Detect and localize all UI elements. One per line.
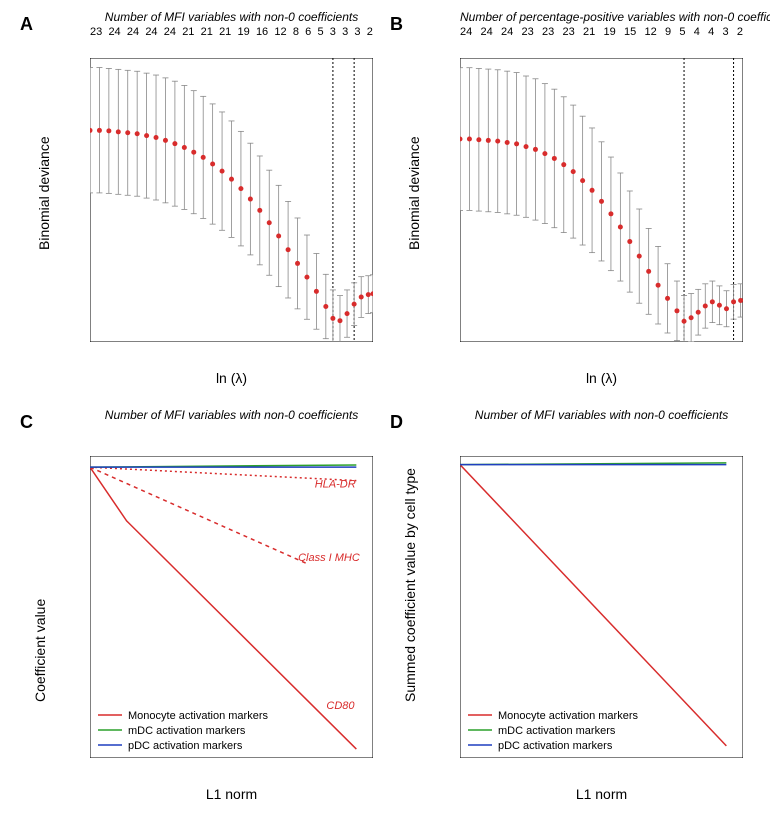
top-tick: 21 — [219, 26, 231, 38]
top-tick: 6 — [305, 26, 311, 38]
panel-d-ylabel: Summed coefficient value by cell type — [402, 468, 418, 702]
panel-a-top-title: Number of MFI variables with non-0 coeff… — [90, 10, 373, 24]
panel-b-label: B — [390, 14, 403, 35]
panel-b-plot: -8-7-6-5-4-3-21.41.51.61.7 — [460, 58, 743, 342]
top-tick: 5 — [317, 26, 323, 38]
svg-text:Class I MHC: Class I MHC — [298, 552, 360, 564]
panel-c-label: C — [20, 412, 33, 433]
top-tick: 23 — [563, 26, 575, 38]
panel-c-ylabel: Coefficient value — [32, 599, 48, 702]
panel-d-plot: 02230.00000.00050.00100.0015-0.0015-0.00… — [460, 456, 743, 758]
svg-text:HLA-DR: HLA-DR — [315, 478, 356, 490]
top-tick: 4 — [708, 26, 714, 38]
svg-text:Monocyte activation markers: Monocyte activation markers — [128, 710, 268, 722]
top-tick: 21 — [182, 26, 194, 38]
top-tick: 24 — [481, 26, 493, 38]
top-tick: 3 — [723, 26, 729, 38]
panel-c: C Number of MFI variables with non-0 coe… — [28, 408, 383, 806]
panel-a: A Number of MFI variables with non-0 coe… — [28, 10, 383, 390]
svg-text:pDC activation markers: pDC activation markers — [128, 740, 243, 752]
top-tick: 2 — [367, 26, 373, 38]
top-tick: 3 — [354, 26, 360, 38]
panel-a-xlabel: ln (λ) — [90, 370, 373, 386]
top-tick: 9 — [665, 26, 671, 38]
panel-b: B Number of percentage-positive variable… — [398, 10, 753, 390]
top-tick: 19 — [238, 26, 250, 38]
top-tick: 21 — [201, 26, 213, 38]
panel-c-plot: 02230.00000.00050.00100.0015-0.0012-0.00… — [90, 456, 373, 758]
panel-b-top-ticks: 24242423232321191512954432 — [460, 26, 743, 38]
top-tick: 12 — [274, 26, 286, 38]
top-tick: 24 — [145, 26, 157, 38]
top-tick: 24 — [108, 26, 120, 38]
top-tick: 8 — [293, 26, 299, 38]
panel-b-xlabel: ln (λ) — [460, 370, 743, 386]
svg-text:mDC activation markers: mDC activation markers — [128, 725, 246, 737]
panel-a-plot: -8-7-6-5-4-3-21.31.41.51.61.71.81.9 — [90, 58, 373, 342]
svg-text:mDC activation markers: mDC activation markers — [498, 725, 616, 737]
top-tick: 2 — [737, 26, 743, 38]
top-tick: 23 — [542, 26, 554, 38]
top-tick: 15 — [624, 26, 636, 38]
top-tick: 24 — [127, 26, 139, 38]
panel-b-ylabel: Binomial deviance — [406, 136, 422, 250]
panel-c-top-title: Number of MFI variables with non-0 coeff… — [90, 408, 373, 422]
svg-text:pDC activation markers: pDC activation markers — [498, 740, 613, 752]
panel-d-top-title: Number of MFI variables with non-0 coeff… — [460, 408, 743, 422]
top-tick: 3 — [330, 26, 336, 38]
panel-a-ylabel: Binomial deviance — [36, 136, 52, 250]
svg-text:CD80: CD80 — [326, 700, 355, 712]
panel-c-xlabel: L1 norm — [90, 786, 373, 802]
top-tick: 23 — [90, 26, 102, 38]
top-tick: 24 — [501, 26, 513, 38]
svg-text:Monocyte activation markers: Monocyte activation markers — [498, 710, 638, 722]
panel-d: D Number of MFI variables with non-0 coe… — [398, 408, 753, 806]
top-tick: 5 — [679, 26, 685, 38]
top-tick: 4 — [694, 26, 700, 38]
top-tick: 3 — [342, 26, 348, 38]
figure: A Number of MFI variables with non-0 coe… — [0, 0, 770, 818]
panel-b-top-title: Number of percentage-positive variables … — [460, 10, 743, 24]
panel-d-label: D — [390, 412, 403, 433]
top-tick: 12 — [645, 26, 657, 38]
panel-d-xlabel: L1 norm — [460, 786, 743, 802]
top-tick: 21 — [583, 26, 595, 38]
top-tick: 24 — [164, 26, 176, 38]
panel-a-top-ticks: 23242424242121211916128653332 — [90, 26, 373, 38]
top-tick: 16 — [256, 26, 268, 38]
top-tick: 24 — [460, 26, 472, 38]
top-tick: 23 — [522, 26, 534, 38]
panel-a-label: A — [20, 14, 33, 35]
top-tick: 19 — [604, 26, 616, 38]
